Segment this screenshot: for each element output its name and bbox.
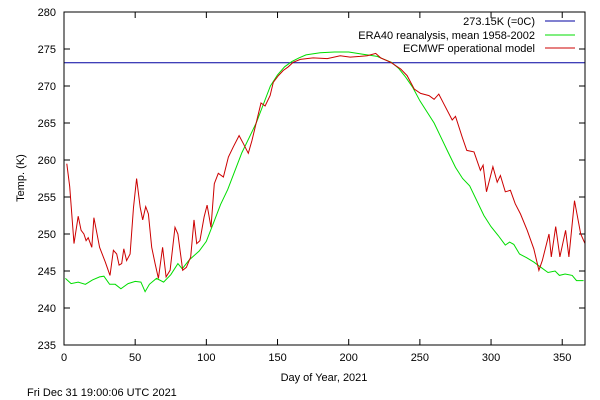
y-tick-label: 250 (38, 229, 56, 241)
y-tick-label: 260 (38, 155, 56, 167)
plot-frame (63, 11, 586, 346)
x-tick-label: 350 (553, 352, 571, 364)
x-tick-label: 200 (340, 352, 358, 364)
y-tick-label: 270 (38, 81, 56, 93)
series-lines (64, 51, 586, 293)
y-axis-label: Temp. (K) (15, 154, 27, 202)
x-tick-label: 0 (61, 352, 67, 364)
ecmwf-line (66, 52, 586, 279)
x-tick-label: 100 (197, 352, 215, 364)
axis-ticks: 0 50 100 150 200 250 300 350 235 240 245 250 255 260 2… (38, 7, 585, 364)
y-tick-label: 245 (38, 266, 56, 278)
y-tick-label: 280 (38, 7, 56, 19)
footer-timestamp: Fri Dec 31 19:00:06 UTC 2021 (27, 387, 177, 399)
y-tick-label: 265 (38, 118, 56, 130)
x-tick-label: 50 (129, 352, 141, 364)
x-axis-label: Day of Year, 2021 (281, 372, 368, 384)
x-tick-label: 250 (411, 352, 429, 364)
y-tick-label: 235 (38, 340, 56, 352)
x-tick-label: 300 (482, 352, 500, 364)
legend: 273.15K (=0C) ERA40 reanalysis, mean 195… (358, 16, 575, 55)
y-tick-label: 275 (38, 44, 56, 56)
legend-label-freezing: 273.15K (=0C) (463, 16, 535, 28)
y-tick-label: 240 (38, 303, 56, 315)
era40-line (65, 51, 584, 293)
y-tick-label: 255 (38, 192, 56, 204)
legend-label-era40: ERA40 reanalysis, mean 1958-2002 (358, 30, 535, 42)
legend-label-ecmwf: ECMWF operational model (403, 43, 535, 55)
x-tick-label: 150 (268, 352, 286, 364)
